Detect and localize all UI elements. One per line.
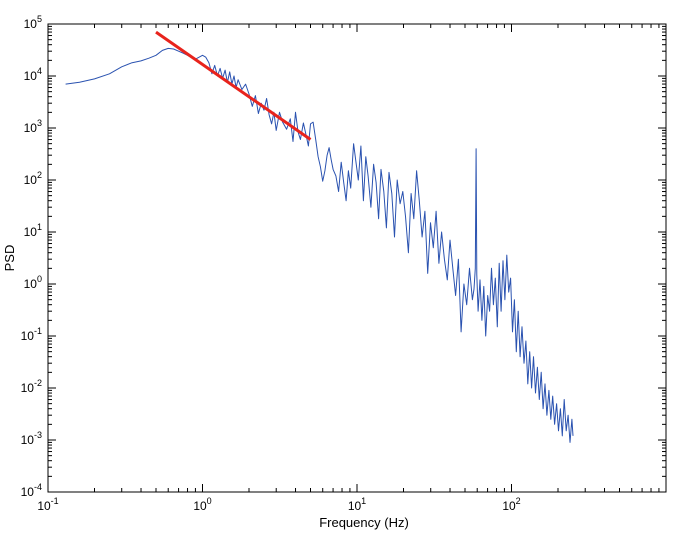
x-axis-title: Frequency (Hz)	[319, 515, 409, 530]
axis-ticks	[47, 23, 666, 493]
y-tick-label: 10-1	[21, 326, 42, 343]
x-tick-label: 101	[348, 496, 366, 513]
y-tick-labels: 10-4 10-3 10-2 10-1 100 101 102 103 104 105	[21, 14, 42, 499]
plot-frame	[47, 23, 667, 493]
y-tick-label: 103	[24, 118, 42, 135]
y-tick-label: 10-2	[21, 378, 42, 395]
x-tick-label: 100	[193, 496, 211, 513]
x-tick-label: 102	[502, 496, 520, 513]
y-tick-label: 100	[24, 274, 42, 291]
y-tick-label: 105	[24, 14, 42, 31]
x-tick-labels: 10-1 100 101 102	[37, 496, 520, 513]
x-tick-label: 10-1	[37, 496, 58, 513]
y-axis-title: PSD	[2, 245, 17, 272]
fit-line	[155, 30, 312, 141]
y-tick-label: 101	[24, 222, 42, 239]
y-tick-label: 10-4	[21, 482, 42, 499]
psd-series-line	[65, 47, 574, 443]
y-tick-label: 104	[24, 66, 42, 83]
y-tick-label: 102	[24, 170, 42, 187]
series-layer	[65, 30, 574, 443]
y-tick-label: 10-3	[21, 430, 42, 447]
